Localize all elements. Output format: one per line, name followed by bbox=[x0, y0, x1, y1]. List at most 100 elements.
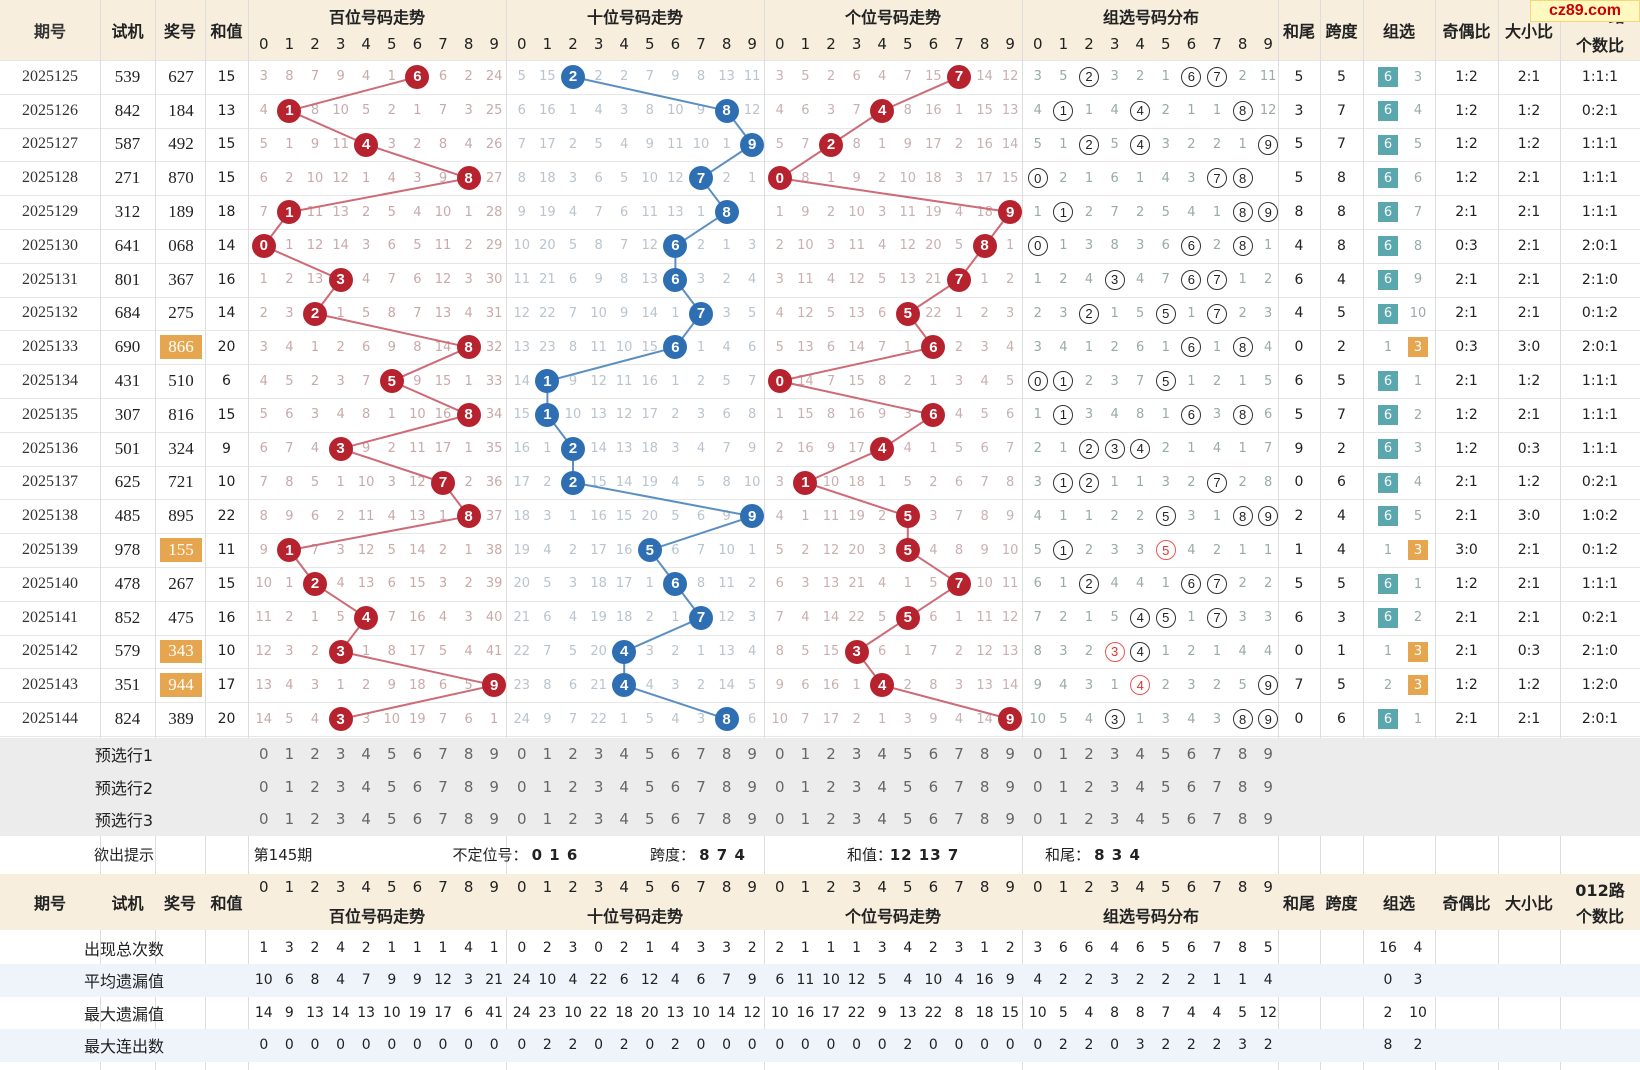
preselect-digit[interactable]: 0 bbox=[775, 777, 785, 796]
preselect-digit[interactable]: 4 bbox=[619, 745, 629, 764]
preselect-digit[interactable]: 7 bbox=[954, 745, 964, 764]
preselect-digit[interactable]: 0 bbox=[1033, 777, 1043, 796]
preselect-digit[interactable]: 5 bbox=[903, 745, 913, 764]
preselect-digit[interactable]: 5 bbox=[1161, 810, 1171, 829]
preselect-digit[interactable]: 9 bbox=[1263, 810, 1273, 829]
preselect-digit[interactable]: 2 bbox=[826, 745, 836, 764]
preselect-digit[interactable]: 3 bbox=[1109, 745, 1120, 764]
preselect-digit[interactable]: 6 bbox=[670, 745, 681, 764]
preselect-digit[interactable]: 2 bbox=[1084, 810, 1094, 829]
preselect-digit[interactable]: 6 bbox=[1186, 810, 1197, 829]
preselect-digit[interactable]: 8 bbox=[1237, 810, 1248, 829]
preselect-digit[interactable]: 0 bbox=[775, 745, 785, 764]
preselect-digit[interactable]: 6 bbox=[928, 745, 939, 764]
preselect-digit[interactable]: 7 bbox=[438, 745, 448, 764]
preselect-digit[interactable]: 1 bbox=[284, 777, 295, 796]
preselect-digit[interactable]: 2 bbox=[1084, 745, 1094, 764]
preselect-digit[interactable]: 3 bbox=[851, 810, 862, 829]
preselect-digit[interactable]: 9 bbox=[747, 810, 757, 829]
preselect-digit[interactable]: 4 bbox=[877, 745, 887, 764]
preselect-digit[interactable]: 9 bbox=[1263, 777, 1273, 796]
preselect-digit[interactable]: 2 bbox=[826, 777, 836, 796]
preselect-digit[interactable]: 6 bbox=[1186, 777, 1197, 796]
preselect-digit[interactable]: 8 bbox=[721, 810, 732, 829]
preselect-digit[interactable]: 5 bbox=[645, 745, 655, 764]
preselect-digit[interactable]: 9 bbox=[1005, 745, 1015, 764]
preselect-digit[interactable]: 0 bbox=[1033, 745, 1043, 764]
preselect-digit[interactable]: 4 bbox=[1135, 777, 1145, 796]
preselect-digit[interactable]: 1 bbox=[800, 777, 811, 796]
preselect-digit[interactable]: 6 bbox=[670, 810, 681, 829]
preselect-digit[interactable]: 6 bbox=[412, 745, 423, 764]
preselect-digit[interactable]: 3 bbox=[335, 777, 346, 796]
preselect-digit[interactable]: 8 bbox=[1237, 745, 1248, 764]
preselect-digit[interactable]: 2 bbox=[568, 810, 578, 829]
preselect-digit[interactable]: 1 bbox=[542, 777, 553, 796]
preselect-digit[interactable]: 2 bbox=[826, 810, 836, 829]
preselect-digit[interactable]: 4 bbox=[877, 777, 887, 796]
preselect-digit[interactable]: 0 bbox=[259, 810, 269, 829]
preselect-digit[interactable]: 1 bbox=[1058, 810, 1069, 829]
preselect-digit[interactable]: 7 bbox=[696, 810, 706, 829]
preselect-digit[interactable]: 9 bbox=[489, 810, 499, 829]
preselect-digit[interactable]: 5 bbox=[903, 810, 913, 829]
preselect-digit[interactable]: 0 bbox=[517, 810, 527, 829]
preselect-digit[interactable]: 8 bbox=[1237, 777, 1248, 796]
preselect-digit[interactable]: 4 bbox=[361, 810, 371, 829]
preselect-digit[interactable]: 4 bbox=[361, 777, 371, 796]
preselect-digit[interactable]: 9 bbox=[489, 745, 499, 764]
preselect-digit[interactable]: 3 bbox=[593, 745, 604, 764]
preselect-digit[interactable]: 5 bbox=[1161, 777, 1171, 796]
preselect-digit[interactable]: 0 bbox=[517, 745, 527, 764]
preselect-digit[interactable]: 1 bbox=[284, 810, 295, 829]
preselect-digit[interactable]: 7 bbox=[696, 777, 706, 796]
preselect-digit[interactable]: 1 bbox=[542, 745, 553, 764]
preselect-digit[interactable]: 2 bbox=[310, 810, 320, 829]
preselect-digit[interactable]: 7 bbox=[1212, 745, 1222, 764]
preselect-digit[interactable]: 8 bbox=[463, 810, 474, 829]
preselect-digit[interactable]: 1 bbox=[1058, 777, 1069, 796]
preselect-digit[interactable]: 6 bbox=[412, 810, 423, 829]
preselect-digit[interactable]: 4 bbox=[1135, 745, 1145, 764]
preselect-digit[interactable]: 9 bbox=[1263, 745, 1273, 764]
preselect-digit[interactable]: 9 bbox=[1005, 810, 1015, 829]
preselect-digit[interactable]: 0 bbox=[775, 810, 785, 829]
preselect-digit[interactable]: 7 bbox=[954, 777, 964, 796]
preselect-digit[interactable]: 4 bbox=[361, 745, 371, 764]
preselect-digit[interactable]: 4 bbox=[619, 810, 629, 829]
preselect-digit[interactable]: 7 bbox=[1212, 810, 1222, 829]
preselect-digit[interactable]: 6 bbox=[928, 777, 939, 796]
header-period[interactable]: 期号 bbox=[33, 22, 66, 41]
preselect-digit[interactable]: 9 bbox=[489, 777, 499, 796]
preselect-digit[interactable]: 8 bbox=[721, 745, 732, 764]
preselect-digit[interactable]: 1 bbox=[284, 745, 295, 764]
preselect-digit[interactable]: 9 bbox=[1005, 777, 1015, 796]
preselect-digit[interactable]: 7 bbox=[954, 810, 964, 829]
preselect-digit[interactable]: 5 bbox=[645, 810, 655, 829]
preselect-digit[interactable]: 5 bbox=[903, 777, 913, 796]
preselect-digit[interactable]: 2 bbox=[568, 745, 578, 764]
preselect-digit[interactable]: 7 bbox=[696, 745, 706, 764]
preselect-digit[interactable]: 3 bbox=[335, 810, 346, 829]
preselect-digit[interactable]: 5 bbox=[387, 745, 397, 764]
preselect-digit[interactable]: 2 bbox=[310, 745, 320, 764]
preselect-digit[interactable]: 5 bbox=[645, 777, 655, 796]
preselect-digit[interactable]: 3 bbox=[1109, 777, 1120, 796]
preselect-digit[interactable]: 4 bbox=[877, 810, 887, 829]
preselect-digit[interactable]: 5 bbox=[1161, 745, 1171, 764]
preselect-digit[interactable]: 0 bbox=[259, 777, 269, 796]
preselect-digit[interactable]: 8 bbox=[463, 745, 474, 764]
site-logo[interactable]: cz89.com bbox=[1530, 0, 1640, 22]
preselect-digit[interactable]: 1 bbox=[1058, 745, 1069, 764]
preselect-digit[interactable]: 7 bbox=[438, 810, 448, 829]
preselect-digit[interactable]: 8 bbox=[979, 777, 990, 796]
preselect-digit[interactable]: 7 bbox=[1212, 777, 1222, 796]
preselect-digit[interactable]: 6 bbox=[670, 777, 681, 796]
preselect-digit[interactable]: 8 bbox=[979, 810, 990, 829]
preselect-digit[interactable]: 2 bbox=[568, 777, 578, 796]
preselect-digit[interactable]: 0 bbox=[1033, 810, 1043, 829]
preselect-digit[interactable]: 7 bbox=[438, 777, 448, 796]
preselect-digit[interactable]: 6 bbox=[412, 777, 423, 796]
preselect-digit[interactable]: 5 bbox=[387, 810, 397, 829]
preselect-digit[interactable]: 9 bbox=[747, 745, 757, 764]
